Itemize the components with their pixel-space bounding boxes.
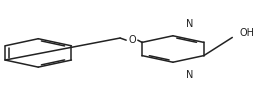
Text: N: N (186, 70, 193, 80)
Text: O: O (128, 35, 136, 45)
Text: OH: OH (239, 28, 254, 38)
Text: N: N (186, 19, 193, 29)
